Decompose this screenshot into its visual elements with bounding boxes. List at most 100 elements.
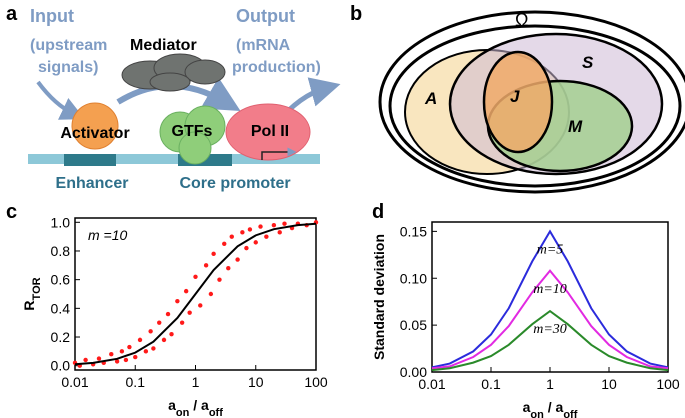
- scatter-point: [222, 241, 227, 247]
- scatter-point: [217, 277, 222, 282]
- y-tick-label: 0.6: [51, 272, 71, 288]
- line: [431, 269, 669, 370]
- scatter-point: [148, 329, 153, 334]
- scatter-point: [247, 227, 253, 232]
- x-tick-label: 100: [304, 374, 328, 390]
- label: J: [510, 87, 520, 106]
- line: [431, 229, 669, 369]
- scatter-point: [193, 274, 198, 279]
- scatter-point: [165, 311, 171, 317]
- scatter-point: [277, 230, 282, 235]
- outer-set: [378, 10, 685, 194]
- scatter-point: [109, 352, 114, 357]
- scatter-point: [282, 221, 287, 226]
- panel-a: a Input (upstream signals) Output (mRNA …: [6, 3, 341, 192]
- gtf-shape: [159, 105, 226, 165]
- label: S: [582, 53, 594, 72]
- line: [431, 309, 669, 372]
- scatter-point: [157, 320, 162, 325]
- scatter-point: [83, 357, 88, 363]
- pol2-shape: [225, 103, 311, 161]
- scatter-point: [240, 230, 245, 235]
- scatter-point: [183, 288, 189, 294]
- x-tick-label: 1: [546, 376, 554, 392]
- y-tick-label: 1.0: [51, 214, 71, 230]
- scatter-point: [179, 320, 185, 325]
- x-tick-label: 10: [248, 374, 264, 390]
- x-axis-label-part: / a: [189, 397, 209, 413]
- y-tick-label: 0.15: [400, 223, 427, 239]
- label: Input: [30, 6, 74, 26]
- x-tick-label: 0.1: [126, 374, 146, 390]
- scatter-point: [151, 346, 156, 351]
- scatter-point: [253, 240, 258, 245]
- x-axis-label-part: on: [176, 407, 190, 418]
- series-label: m=30: [533, 322, 567, 337]
- set-j: [482, 50, 554, 154]
- dna: [28, 154, 320, 164]
- label: Ω: [515, 10, 528, 30]
- x-axis-label-part: a: [168, 397, 176, 413]
- scatter-point: [187, 310, 192, 315]
- series-label: m=10: [533, 282, 567, 297]
- scatter-point: [127, 344, 132, 350]
- y-tick-label: 0.10: [400, 270, 427, 286]
- scatter-point: [123, 357, 129, 363]
- y-axis-label-part: TOR: [31, 277, 43, 300]
- x-axis-label-part: / a: [544, 399, 564, 415]
- x-axis-label: aon / aoff: [523, 399, 578, 418]
- scatter-point: [96, 356, 102, 361]
- scatter-point: [226, 265, 231, 271]
- scatter-point: [161, 337, 167, 343]
- scatter-point: [175, 298, 180, 304]
- label: (upstream: [30, 37, 107, 54]
- x-tick-label: 1: [192, 374, 200, 390]
- scatter-point: [211, 251, 216, 257]
- y-axis-label-part: R: [21, 300, 37, 310]
- y-tick-label: 0.8: [51, 243, 71, 259]
- scatter-point: [198, 303, 203, 308]
- x-tick-label: 100: [656, 376, 680, 392]
- x-tick-label: 0.01: [418, 376, 445, 392]
- series-label: m=5: [537, 242, 564, 257]
- activator-shape: [71, 102, 119, 150]
- y-tick-label: 0.0: [51, 358, 71, 374]
- panel-letter: a: [6, 3, 18, 25]
- scatter-point: [169, 331, 174, 337]
- line: [74, 222, 317, 366]
- label: Mediator: [130, 37, 197, 54]
- label: A: [424, 89, 437, 108]
- y-tick-label: 0.2: [51, 329, 71, 345]
- y-tick-label: 0.4: [51, 300, 71, 316]
- x-tick-label: 0.01: [61, 374, 88, 390]
- label: Output: [236, 6, 295, 26]
- x-tick-label: 10: [601, 376, 617, 392]
- x-axis-label-part: on: [530, 409, 544, 418]
- scatter-point: [235, 257, 240, 262]
- label: Enhancer: [56, 175, 129, 192]
- arrow: [36, 80, 85, 120]
- x-axis-label: aon / aoff: [168, 397, 223, 418]
- mediator-shape: [121, 53, 226, 92]
- x-axis-label-part: off: [563, 409, 577, 418]
- scatter-point: [114, 359, 120, 364]
- x-axis-label-part: off: [209, 407, 223, 418]
- x-tick-label: 0.1: [481, 376, 501, 392]
- panel-letter: b: [350, 3, 362, 25]
- y-axis-label: RTOR: [21, 277, 43, 310]
- scatter-point: [208, 291, 214, 297]
- label: (mRNA: [236, 37, 291, 54]
- label: Core promoter: [179, 175, 290, 192]
- y-tick-label: 0.05: [400, 317, 427, 333]
- universe: [388, 24, 682, 188]
- scatter-point: [271, 222, 277, 228]
- scatter-point: [244, 245, 249, 251]
- y-axis-label-part: Standard deviation: [371, 234, 387, 360]
- y-tick-label: 0.00: [400, 364, 427, 380]
- scatter-point: [137, 337, 143, 343]
- panel-b: b Ω A S J M: [350, 3, 685, 194]
- enhancer-site: [64, 154, 116, 166]
- scatter-point: [119, 349, 125, 354]
- label: M: [568, 117, 583, 136]
